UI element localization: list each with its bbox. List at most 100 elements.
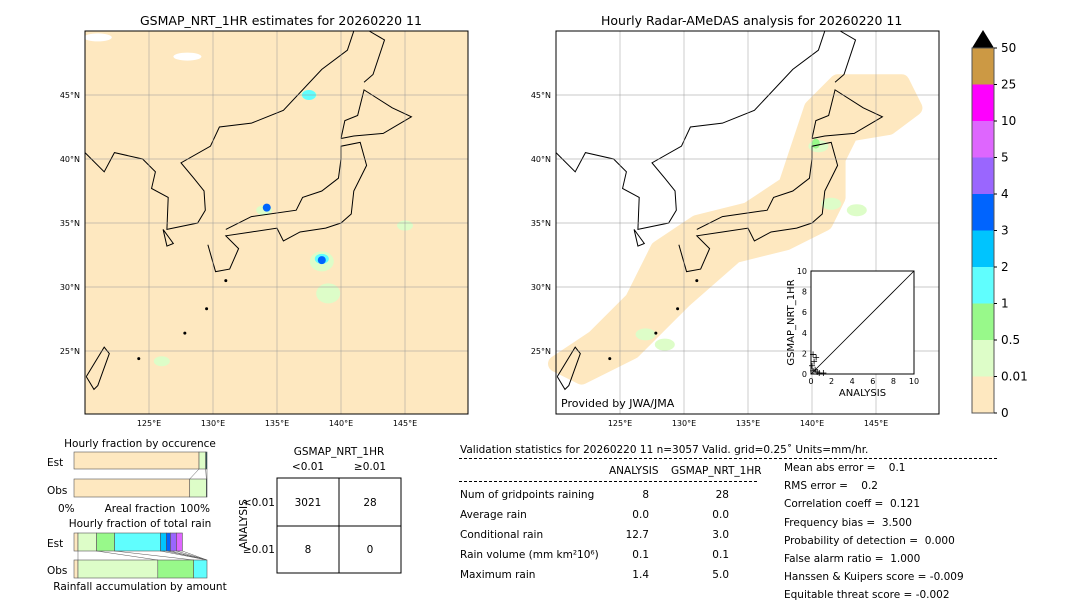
left-light-rain-area [153,356,170,367]
cell-hit: 0 [367,544,374,556]
right-light-rain-area [846,204,867,217]
occ-est-label: Est [47,457,63,469]
colorbar-label: 10 [1001,114,1016,128]
left-no-data-area [173,52,202,61]
score-line: Hanssen & Kuipers score = -0.009 [784,571,964,584]
stat-label: Num of gridpoints raining [460,489,595,501]
right-coastline [556,346,581,391]
left-island [137,357,141,361]
scatter-y-tick: 10 [797,267,807,276]
rain-connector [96,550,158,561]
left-no-data-area [83,33,112,42]
stats-col-gsmap: GSMAP_NRT_1HR [671,465,762,477]
right-light-rain-area [654,338,675,351]
left-coastline [207,141,368,273]
rain-connector [170,550,208,561]
right-lon-tick: 140°E [800,419,824,428]
score-line: Probability of detection = 0.000 [784,534,955,547]
left-island [205,307,209,311]
colorbar-extend-arrow [972,30,994,48]
right-lat-tick: 45°N [531,91,551,100]
occurrence-title: Hourly fraction by occurence [64,438,216,450]
scatter-x-tick: 4 [850,377,855,386]
right-coastline [633,229,646,247]
left-lon-tick: 130°E [201,419,225,428]
stat-label: Rain volume (mm km²10⁶) [460,549,599,561]
colorbar-label: 25 [1001,78,1016,92]
rain-est-segment [77,532,97,552]
scatter-point [811,358,818,365]
left-coastline [162,229,175,247]
scatter-x-tick: 8 [891,377,896,386]
stat-gsmap: 28 [715,489,729,501]
right-lat-tick: 30°N [531,283,551,292]
col-header-ge: ≥0.01 [354,461,386,473]
stat-label: Average rain [460,509,527,521]
colorbar-segment [972,194,994,231]
left-heavy-rain-area [317,256,326,265]
scatter-point [814,368,821,375]
scatter-inset: 00 2 2 4 4 6 6 8 8 10 10 ANALYSIS GSMAP_NRT_1HR [786,267,919,399]
scatter-ylabel: GSMAP_NRT_1HR [786,279,797,365]
left-island [183,331,187,335]
colorbar-label: 4 [1001,187,1009,201]
right-coastline [811,89,884,140]
colorbar-segment [972,267,994,304]
occ-tick-100: 100% [180,503,210,515]
left-coastline [84,30,355,231]
colorbar-segment [972,303,994,340]
score-line: False alarm ratio = 1.000 [784,553,921,565]
right-lon-tick: 145°E [864,419,888,428]
left-lat-tick: 25°N [60,347,80,356]
occ-tick-0: 0% [58,503,75,515]
one-to-one-line [810,270,915,375]
right-coastline [678,141,839,273]
contingency-table: GSMAP_NRT_1HR <0.01 ≥0.01 ANALYSIS <0.01… [238,446,402,574]
scatter-point [809,362,816,369]
stat-gsmap: 0.1 [712,549,729,561]
stat-gsmap: 3.0 [712,529,729,541]
colorbar-segment [972,376,994,413]
colorbar-label: 0.01 [1001,370,1028,384]
right-island [608,357,612,361]
scatter-x-tick: 0 [808,377,813,386]
scatter-y-tick: 2 [802,349,807,358]
rain-fraction-title: Hourly fraction of total rain [69,518,212,530]
left-coastline [363,30,386,83]
cell-miss: 8 [305,544,312,556]
colorbar-segment [972,340,994,377]
stat-label: Maximum rain [460,569,536,581]
right-coastline [834,30,857,83]
occ-est-segment [205,451,208,470]
cell-hit-neg: 3021 [295,497,322,509]
occ-est-segment [73,451,200,470]
scatter-y-tick: 0 [802,370,807,379]
right-lon-tick: 135°E [736,419,760,428]
colorbar-segment [972,157,994,194]
right-frame [555,30,940,415]
scatter-y-tick: 6 [802,308,807,317]
rain-est-segment [176,532,183,552]
right-lat-tick: 25°N [531,347,551,356]
score-line: Mean abs error = 0.1 [784,462,906,474]
rain-obs-segment [193,559,208,579]
colorbar-segment [972,84,994,121]
colorbar-segment [972,48,994,85]
occ-connector [205,468,207,480]
left-lat-tick: 40°N [60,155,80,164]
rain-est-segment [114,532,161,552]
scatter-y-tick: 8 [802,288,807,297]
left-coastline [85,346,110,391]
right-lat-tick: 40°N [531,155,551,164]
scatter-point [813,354,820,361]
credit-text: Provided by JWA/JMA [561,397,675,410]
score-line: Equitable threat score = -0.002 [784,589,950,602]
rain-est-segment [166,532,171,552]
rain-obs-segment [77,559,159,579]
score-line: Correlation coeff = 0.121 [784,498,920,511]
left-lon-tick: 135°E [265,419,289,428]
right-coverage-area [548,74,923,385]
stat-label: Conditional rain [460,529,544,541]
right-island [654,331,658,335]
